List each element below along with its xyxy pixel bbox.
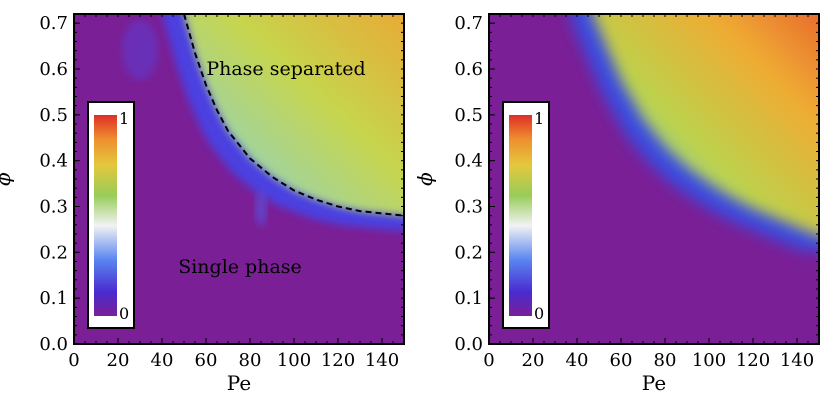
left-colorbar: 1 0 — [87, 101, 135, 329]
x-tick-label: 100 — [692, 350, 726, 371]
x-tick-label: 60 — [610, 350, 633, 371]
right-colorbar: 1 0 — [502, 101, 550, 329]
x-tick-label: 60 — [195, 350, 218, 371]
y-tick-label: 0.6 — [454, 59, 483, 80]
x-tick-label: 120 — [321, 350, 355, 371]
x-tick-label: 20 — [522, 350, 545, 371]
right-axis-ticks: 0 20 40 60 80 100 120 140 0.0 0.1 0.2 0.3 0.4 0.5 0.6 0… — [454, 13, 820, 371]
y-tick-label: 0.2 — [39, 242, 68, 263]
y-tick-label: 0.5 — [454, 105, 483, 126]
left-x-axis-label: Pe — [227, 371, 251, 395]
x-tick-label: 20 — [107, 350, 130, 371]
y-tick-label: 0.6 — [39, 59, 68, 80]
left-colorbar-gradient — [94, 115, 117, 316]
right-heatmap-panel: 0 20 40 60 80 100 120 140 0.0 0.1 0.2 0.3 0.4 0.5 0.6 0… — [413, 13, 820, 395]
y-tick-label: 0.7 — [454, 13, 483, 34]
right-colorbar-max-label: 1 — [534, 109, 544, 128]
y-tick-label: 0.7 — [39, 13, 68, 34]
left-boundary-curve — [183, 14, 404, 217]
left-annotation-single-phase: Single phase — [178, 256, 302, 278]
left-noise-blob — [122, 20, 158, 80]
right-colorbar-min-label: 0 — [534, 304, 544, 323]
left-noise-blob — [255, 190, 267, 226]
x-tick-label: 40 — [566, 350, 589, 371]
y-tick-label: 0.1 — [39, 288, 68, 309]
x-tick-label: 100 — [277, 350, 311, 371]
x-tick-label: 0 — [483, 350, 494, 371]
x-tick-label: 140 — [780, 350, 814, 371]
left-heatmap-panel: 0 20 40 60 80 100 120 140 0.0 0.1 0.2 0.3 0.4 0.5 0.6 0… — [0, 13, 405, 395]
y-tick-label: 0.3 — [39, 197, 68, 218]
y-tick-label: 0.2 — [454, 242, 483, 263]
y-tick-label: 0.1 — [454, 288, 483, 309]
x-tick-label: 120 — [736, 350, 770, 371]
x-tick-label: 140 — [365, 350, 399, 371]
y-tick-label: 0.5 — [39, 105, 68, 126]
y-tick-label: 0.0 — [454, 334, 483, 355]
left-annotation-phase-separated: Phase separated — [206, 58, 365, 80]
x-tick-label: 40 — [151, 350, 174, 371]
left-phase-separated-region — [184, 14, 404, 216]
y-tick-label: 0.3 — [454, 197, 483, 218]
x-tick-label: 80 — [239, 350, 262, 371]
left-y-axis-label: ϕ — [0, 172, 15, 186]
right-x-axis-label: Pe — [642, 371, 666, 395]
x-tick-label: 0 — [68, 350, 79, 371]
y-tick-label: 0.0 — [39, 334, 68, 355]
right-colorbar-gradient — [509, 115, 532, 316]
x-tick-label: 80 — [654, 350, 677, 371]
y-tick-label: 0.4 — [39, 151, 68, 172]
right-y-axis-label: ϕ — [413, 172, 437, 186]
y-tick-label: 0.4 — [454, 151, 483, 172]
right-phase-separated-region — [592, 14, 819, 237]
left-colorbar-max-label: 1 — [119, 109, 129, 128]
left-axis-ticks: 0 20 40 60 80 100 120 140 0.0 0.1 0.2 0.3 0.4 0.5 0.6 0… — [39, 13, 405, 371]
left-colorbar-min-label: 0 — [119, 304, 129, 323]
